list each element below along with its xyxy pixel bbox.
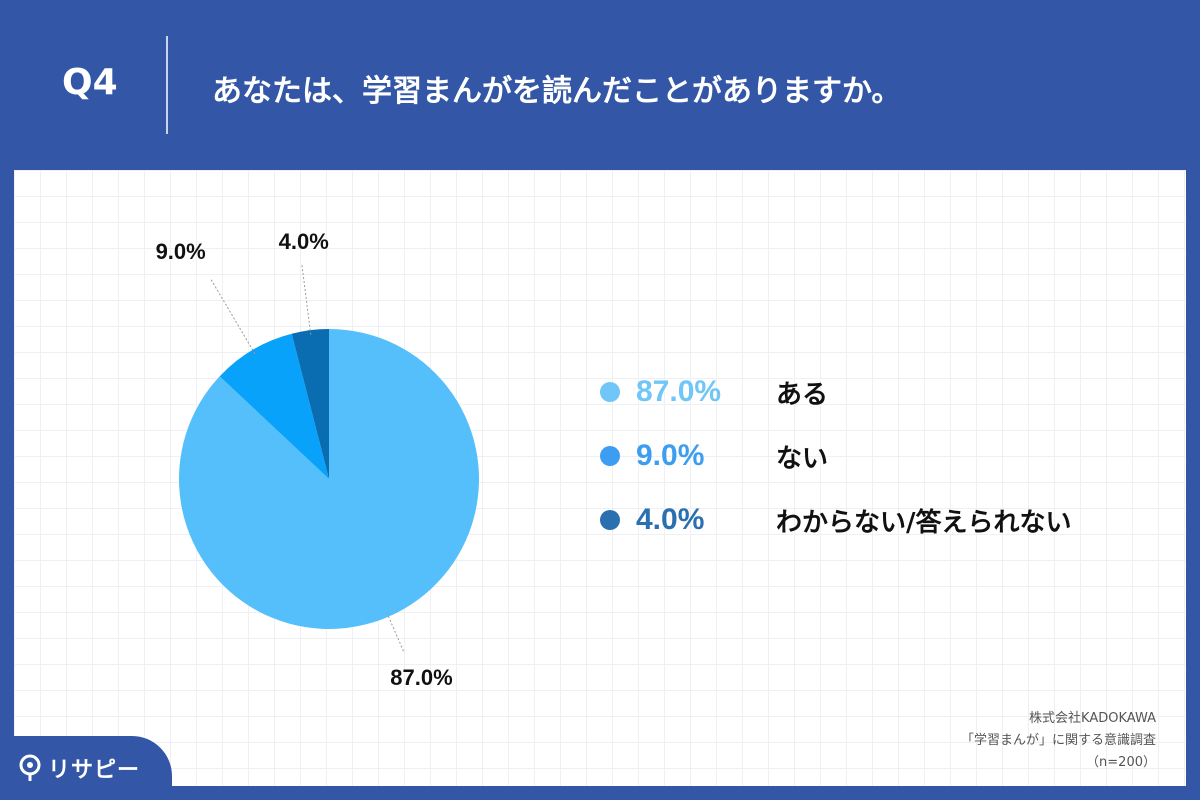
question-number: Q4 <box>62 62 118 103</box>
pie-label-wakaranai: 4.0% <box>279 229 329 254</box>
header: Q4 あなたは、学習まんがを読んだことがありますか。 <box>0 0 1200 170</box>
pie-slice-nai <box>219 333 329 479</box>
legend-label: ない <box>776 443 829 474</box>
logo-tab <box>0 736 172 800</box>
legend-label: ある <box>776 379 829 410</box>
pie-slice-wakaranai <box>291 329 329 479</box>
leader-line-wakaranai <box>301 263 312 335</box>
header-divider <box>166 36 168 134</box>
legend-value: 4.0% <box>636 503 705 536</box>
legend-label: わからない/答えられない <box>776 507 1072 538</box>
legend-value: 9.0% <box>636 439 705 472</box>
legend-swatch <box>600 510 620 530</box>
brand-name: リサピー <box>48 758 141 783</box>
source-sample-size: （n=200） <box>1086 755 1156 770</box>
legend-swatch <box>600 382 620 402</box>
legend-item-wakaranai: 4.0% わからない/答えられない <box>600 500 1160 540</box>
pie-label-nai: 9.0% <box>156 239 206 264</box>
legend-value: 87.0% <box>636 375 722 408</box>
leader-line-nai <box>210 278 256 355</box>
leader-line-aru <box>386 612 404 652</box>
pin-icon <box>19 754 41 781</box>
question-text: あなたは、学習まんがを読んだことがありますか。 <box>212 74 902 109</box>
source-note: 株式会社KADOKAWA 「学習まんが」に関する意識調査 （n=200） <box>961 708 1156 774</box>
pie-label-aru: 87.0% <box>390 665 452 690</box>
source-survey: 「学習まんが」に関する意識調査 <box>960 733 1156 748</box>
legend-item-aru: 87.0% ある <box>600 372 1160 412</box>
source-company: 株式会社KADOKAWA <box>1029 711 1156 726</box>
legend-item-nai: 9.0% ない <box>600 436 1160 476</box>
legend-swatch <box>600 446 620 466</box>
brand-logo: リサピー <box>18 752 140 784</box>
pie-slice-aru <box>178 329 479 630</box>
